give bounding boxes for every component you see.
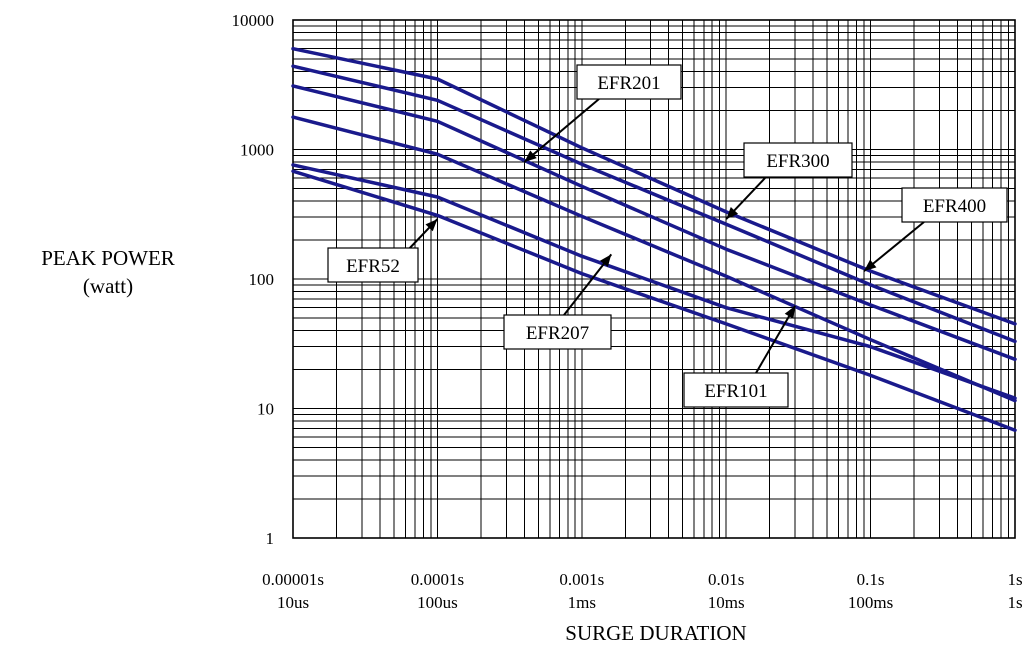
callout-box: [503, 314, 612, 350]
callout-label: EFR300: [766, 151, 829, 172]
callout-efr300: EFR300: [725, 142, 853, 220]
callout-efr201: EFR201: [523, 64, 682, 163]
callout-efr400: EFR400: [863, 187, 1008, 272]
series-line-3: [291, 84, 1017, 362]
callout-arrow: [863, 221, 925, 272]
y-tick-label: 1000: [240, 141, 274, 160]
tick-labels: 1 10 100 1000 10000 0.00001s 10us 0.0001s 100us 0…: [232, 11, 1023, 612]
y-axis-title-line2: (watt): [83, 274, 133, 298]
callout-box: [901, 187, 1008, 223]
series-line-4: [291, 115, 1017, 403]
series-lines: [291, 46, 1017, 432]
arrowhead-icon: [425, 219, 438, 232]
x-tick-label: 0.0001s: [411, 570, 464, 589]
x-tick-sublabel: 1ms: [568, 593, 596, 612]
x-tick-sublabel: 1s: [1007, 593, 1022, 612]
callout-box: [327, 247, 419, 283]
x-tick-label: 0.01s: [708, 570, 744, 589]
y-tick-label: 10000: [232, 11, 275, 30]
x-tick-label: 0.00001s: [262, 570, 324, 589]
x-tick-sublabel: 100ms: [848, 593, 893, 612]
callout-label: EFR201: [597, 73, 660, 94]
callout-label: EFR400: [923, 196, 986, 217]
arrowhead-icon: [524, 150, 537, 163]
x-tick-sublabel: 10us: [277, 593, 309, 612]
callout-box: [743, 142, 853, 178]
arrowhead-icon: [863, 259, 877, 272]
callout-box: [576, 64, 682, 100]
callout-efr101: EFR101: [683, 305, 796, 408]
x-tick-sublabel: 100us: [417, 593, 458, 612]
series-line-2: [291, 64, 1017, 344]
x-axis-title: SURGE DURATION: [565, 621, 746, 645]
x-tick-label: 0.001s: [559, 570, 604, 589]
callout-efr207: EFR207: [503, 253, 613, 350]
x-tick-label: 0.1s: [857, 570, 885, 589]
arrowhead-icon: [726, 206, 739, 220]
y-tick-label: 1: [266, 529, 275, 548]
callout-efr52: EFR52: [327, 218, 439, 283]
callout-label: EFR101: [704, 381, 767, 402]
callout-label: EFR207: [526, 323, 589, 344]
series-line-1: [291, 46, 1017, 326]
grid: [292, 19, 1016, 539]
y-axis-title-line1: PEAK POWER: [41, 246, 175, 270]
series-line-6: [291, 169, 1017, 432]
x-tick-label: 1s: [1007, 570, 1022, 589]
callout-label: EFR52: [346, 256, 400, 277]
callout-arrow: [523, 98, 600, 163]
arrowhead-icon: [784, 305, 796, 319]
plot-frame: [292, 19, 1016, 539]
callout-arrow: [755, 305, 796, 374]
x-tick-sublabel: 10ms: [708, 593, 745, 612]
y-tick-label: 10: [257, 400, 274, 419]
callout-arrow: [563, 253, 613, 316]
y-tick-label: 100: [249, 270, 275, 289]
series-line-5: [291, 163, 1017, 400]
callouts: EFR201 EFR300 EFR400 EFR52 EFR207 EFR101: [327, 64, 1008, 408]
callout-box: [683, 372, 789, 408]
arrowhead-icon: [599, 254, 612, 267]
